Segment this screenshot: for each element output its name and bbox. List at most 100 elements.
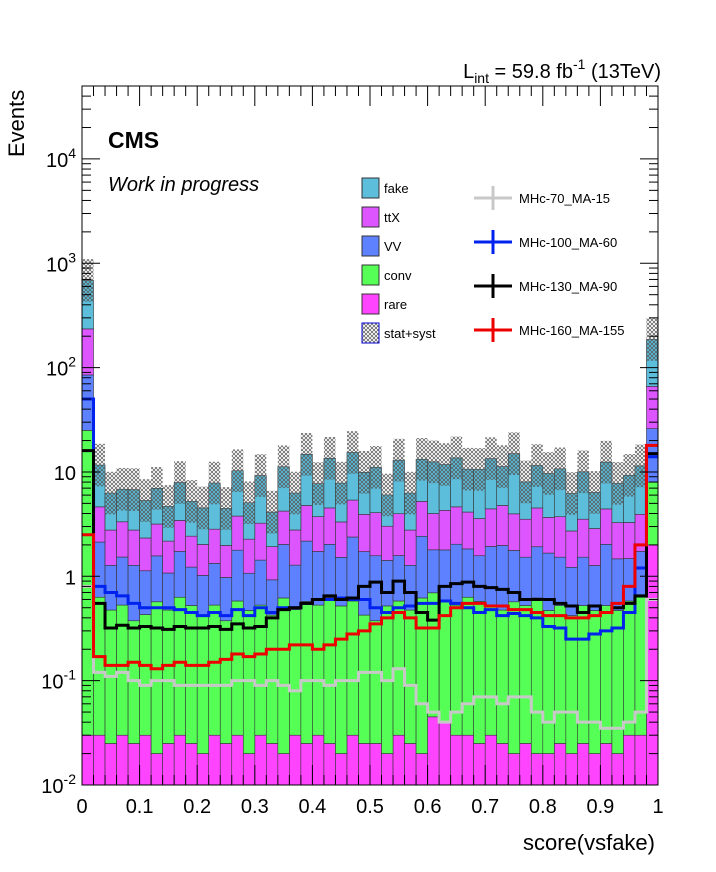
bar-VV-10 xyxy=(196,575,210,616)
bar-rare-0 xyxy=(81,734,94,786)
bar-rare-18 xyxy=(289,734,302,786)
bar-rare-37 xyxy=(507,753,521,786)
bar-ttX-3 xyxy=(116,521,129,558)
bar-VV-18 xyxy=(289,564,302,610)
unc-band-31 xyxy=(439,443,451,486)
bar-rare-33 xyxy=(461,734,474,786)
legend-swatch-rare xyxy=(361,293,380,315)
experiment-label: CMS xyxy=(108,127,159,153)
bar-rare-31 xyxy=(438,721,451,786)
bar-conv-12 xyxy=(219,620,233,744)
unc-band-30 xyxy=(427,440,440,484)
x-tick-label-10: 1 xyxy=(652,796,663,818)
bar-ttX-2 xyxy=(104,529,117,566)
unc-band-38 xyxy=(519,460,532,504)
unc-band-2 xyxy=(105,471,117,515)
bar-ttX-26 xyxy=(381,525,394,561)
unc-band-15 xyxy=(254,454,267,497)
bar-VV-19 xyxy=(300,540,313,602)
bar-ttX-20 xyxy=(312,516,325,552)
bar-VV-6 xyxy=(150,555,163,603)
bar-VV-13 xyxy=(231,549,244,602)
bar-conv-11 xyxy=(208,604,221,736)
bar-ttX-9 xyxy=(185,535,198,568)
legend-label-stat+syst: stat+syst xyxy=(384,326,436,341)
unc-band-21 xyxy=(323,436,336,480)
bar-ttX-39 xyxy=(530,507,544,548)
bar-ttX-37 xyxy=(507,513,521,551)
legend-label-fake: fake xyxy=(384,181,409,196)
bar-rare-26 xyxy=(381,753,394,786)
signal-line-MHc-160_MA-155 xyxy=(82,443,658,671)
y-tick-label-0: 10-2 xyxy=(41,771,76,798)
bar-conv-21 xyxy=(323,597,336,744)
bar-conv-19 xyxy=(300,601,313,744)
bar-VV-7 xyxy=(162,572,175,611)
unc-band-5 xyxy=(139,479,152,522)
unc-band-29 xyxy=(416,438,428,481)
legend-label-VV: VV xyxy=(384,239,402,254)
unc-band-8 xyxy=(174,461,186,504)
bar-ttX-36 xyxy=(496,505,509,546)
unc-band-28 xyxy=(404,471,417,515)
legend-label-rare: rare xyxy=(384,297,407,312)
bar-rare-25 xyxy=(369,743,382,786)
bar-ttX-27 xyxy=(392,513,405,556)
unc-band-35 xyxy=(485,437,497,480)
bar-VV-35 xyxy=(484,546,498,606)
bar-rare-36 xyxy=(496,743,509,786)
bar-ttX-28 xyxy=(404,529,417,566)
bar-conv-32 xyxy=(450,604,463,736)
bar-rare-7 xyxy=(162,743,175,786)
unc-band-46 xyxy=(611,462,624,505)
bar-conv-37 xyxy=(507,601,521,754)
unc-band-19 xyxy=(300,432,313,476)
y-tick-label-1: 10-1 xyxy=(41,667,76,694)
bar-ttX-16 xyxy=(266,546,279,581)
unc-band-22 xyxy=(335,461,347,505)
bar-conv-34 xyxy=(473,601,486,744)
legend-label-MHc-160_MA-155: MHc-160_MA-155 xyxy=(519,323,625,338)
bar-VV-32 xyxy=(450,543,463,606)
unc-band-13 xyxy=(231,449,244,493)
bar-conv-36 xyxy=(496,609,509,744)
lumi-value: 59.8 fb xyxy=(512,61,573,83)
unc-band-4 xyxy=(128,468,140,511)
bar-ttX-1 xyxy=(93,506,106,543)
bar-rare-24 xyxy=(358,743,371,786)
bar-ttX-40 xyxy=(542,517,555,554)
bar-ttX-17 xyxy=(277,510,290,545)
unc-band-10 xyxy=(197,486,209,530)
bar-VV-2 xyxy=(104,564,117,611)
bar-VV-26 xyxy=(381,560,394,607)
lumi-energy: (13TeV) xyxy=(591,61,661,83)
bar-conv-29 xyxy=(415,597,428,754)
bar-rare-40 xyxy=(542,753,555,786)
bar-VV-21 xyxy=(323,544,336,598)
x-tick-label-0: 0 xyxy=(76,796,87,818)
bar-ttX-24 xyxy=(358,514,371,552)
bar-rare-4 xyxy=(127,743,140,786)
bar-conv-25 xyxy=(369,620,382,744)
bar-ttX-38 xyxy=(519,518,532,558)
bar-rare-15 xyxy=(254,734,267,786)
unc-band-27 xyxy=(393,438,405,482)
lumi-sup: -1 xyxy=(573,56,586,72)
bar-rare-42 xyxy=(565,753,578,786)
bar-ttX-12 xyxy=(219,545,233,578)
bar-VV-29 xyxy=(415,535,428,599)
bar-rare-1 xyxy=(93,734,106,786)
unc-band-7 xyxy=(162,485,175,528)
y-tick-label-3: 10 xyxy=(54,463,76,485)
bar-rare-46 xyxy=(611,753,624,786)
bar-conv-42 xyxy=(565,615,578,754)
bar-conv-13 xyxy=(231,600,244,736)
bar-rare-10 xyxy=(196,753,210,786)
bar-conv-5 xyxy=(139,614,152,736)
bar-VV-41 xyxy=(554,556,567,606)
bar-ttX-32 xyxy=(450,506,463,545)
bar-ttX-29 xyxy=(415,501,428,537)
bar-VV-39 xyxy=(530,546,544,599)
bar-ttX-10 xyxy=(196,544,210,576)
